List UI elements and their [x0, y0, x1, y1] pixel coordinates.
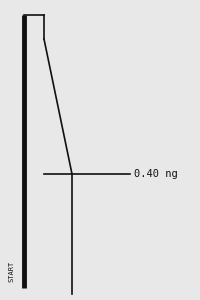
Text: START: START — [9, 261, 15, 282]
Text: 0.40 ng: 0.40 ng — [134, 169, 178, 179]
